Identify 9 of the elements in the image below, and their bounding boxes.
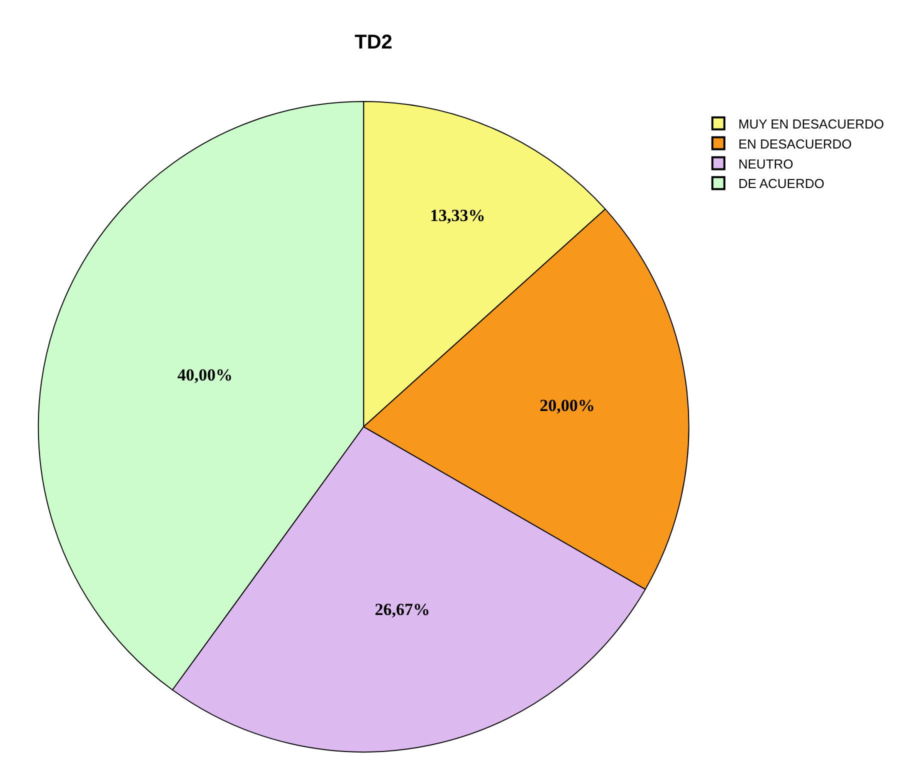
data-label: 40,00%	[177, 366, 233, 385]
data-label: 26,67%	[374, 600, 430, 619]
data-label: 20,00%	[540, 396, 595, 415]
chart-title: TD2	[354, 31, 392, 54]
data-label: 13,33%	[430, 206, 486, 226]
legend-label: NEUTRO	[738, 156, 794, 172]
legend-label: EN DESACUERDO	[738, 136, 852, 152]
legend-label: MUY EN DESACUERDO	[738, 116, 884, 132]
legend-label: DE ACUERDO	[738, 176, 824, 192]
